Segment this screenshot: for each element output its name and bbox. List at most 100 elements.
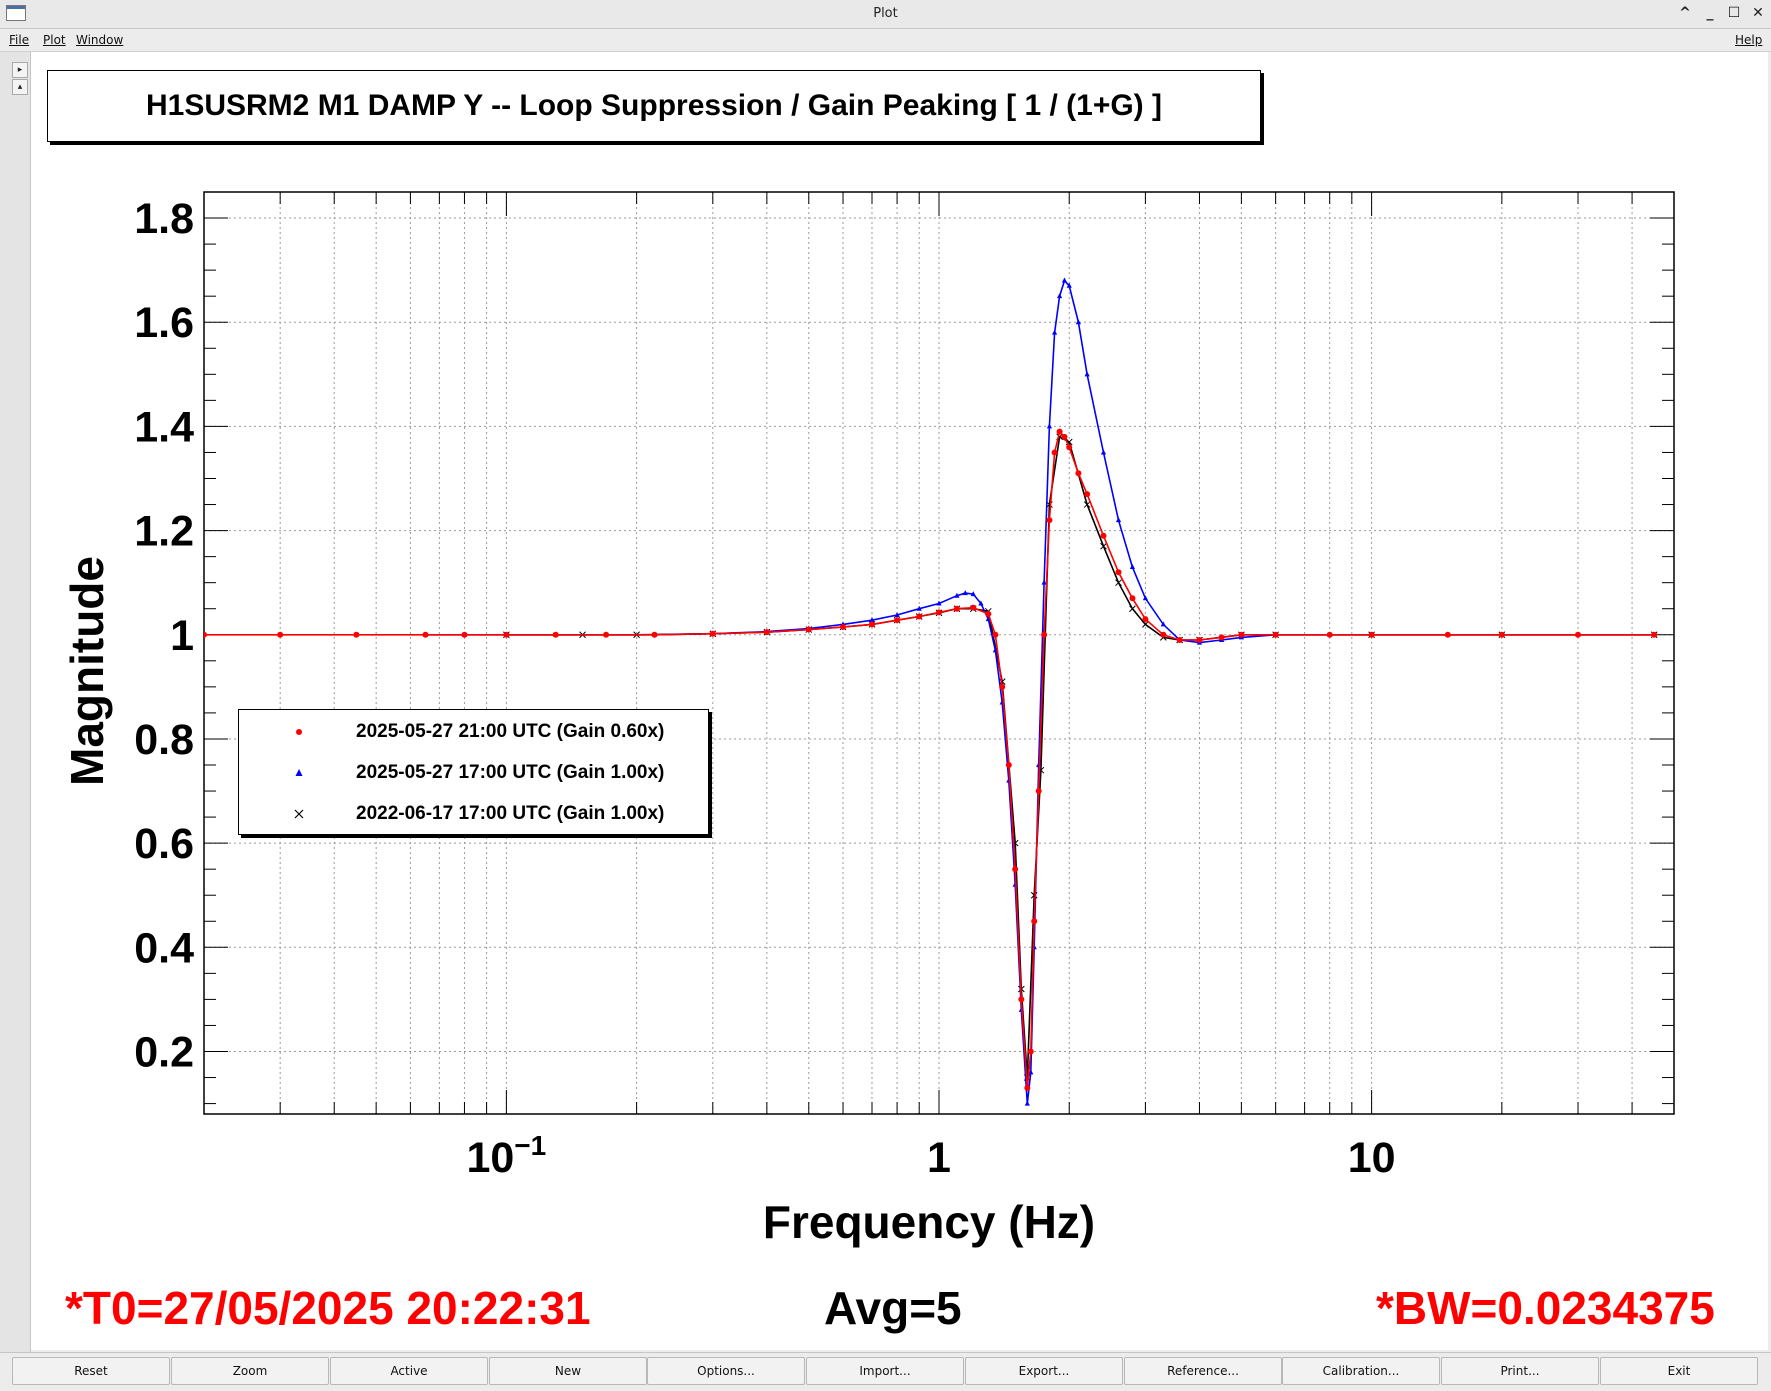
- data-point: [277, 631, 284, 638]
- data-point: [1051, 329, 1058, 335]
- button-bar: Reset Zoom Active New Options... Import.…: [0, 1352, 1771, 1391]
- menu-file[interactable]: File: [9, 33, 30, 47]
- legend-marker-cross-icon: [294, 809, 304, 819]
- options-button[interactable]: Options...: [647, 1357, 805, 1385]
- reference-button[interactable]: Reference...: [1124, 1357, 1282, 1385]
- data-point: [868, 621, 875, 628]
- data-point: [1051, 449, 1058, 456]
- data-point: [894, 611, 900, 617]
- data-point: [763, 629, 770, 636]
- legend-label: 2022-06-17 17:00 UTC (Gain 1.00x): [356, 803, 665, 824]
- data-point: [1056, 428, 1063, 435]
- active-button[interactable]: Active: [330, 1357, 488, 1385]
- plot-title-box: H1SUSRM2 M1 DAMP Y -- Loop Suppression /…: [47, 70, 1261, 142]
- y-tick-label: 1.6: [134, 299, 194, 347]
- data-point: [1075, 470, 1082, 477]
- data-point: [1061, 277, 1068, 283]
- window-icon: [6, 5, 26, 21]
- data-point: [1084, 491, 1091, 498]
- plot-title: H1SUSRM2 M1 DAMP Y -- Loop Suppression /…: [145, 89, 1162, 122]
- data-point: [1129, 564, 1136, 570]
- legend-marker-triangle-icon: [295, 769, 303, 776]
- data-point: [916, 613, 923, 620]
- window-minimize-icon[interactable]: _: [1706, 5, 1714, 21]
- y-tick-label: 1.8: [134, 195, 194, 243]
- reset-button[interactable]: Reset: [12, 1357, 170, 1385]
- legend-entry-black: 2022-06-17 17:00 UTC (Gain 1.00x): [239, 794, 708, 834]
- import-button[interactable]: Import...: [806, 1357, 964, 1385]
- series-line: [425, 279, 1655, 1104]
- window-titlebar: Plot ^ _ ☐ ✕: [0, 0, 1771, 29]
- data-point: [936, 609, 942, 616]
- print-button[interactable]: Print...: [1441, 1357, 1599, 1385]
- y-tick-label: 1.2: [134, 508, 194, 556]
- data-point: [353, 631, 360, 638]
- data-point: [1046, 423, 1053, 429]
- data-point: [1272, 631, 1279, 638]
- data-point: [1100, 542, 1107, 550]
- data-point: [1056, 293, 1063, 299]
- export-button[interactable]: Export...: [965, 1357, 1123, 1385]
- x-axis-title: Frequency (Hz): [763, 1196, 1095, 1248]
- data-point: [1027, 1048, 1034, 1055]
- pad-sidebar: ▸ ▴: [0, 52, 31, 1352]
- data-point: [1035, 788, 1042, 795]
- data-point: [1100, 449, 1107, 455]
- legend[interactable]: 2025-05-27 21:00 UTC (Gain 0.60x) 2025-0…: [238, 709, 709, 835]
- exit-button[interactable]: Exit: [1600, 1357, 1758, 1385]
- legend-entry-blue: 2025-05-27 17:00 UTC (Gain 1.00x): [239, 753, 708, 793]
- data-point: [204, 631, 207, 638]
- zoom-button[interactable]: Zoom: [171, 1357, 329, 1385]
- data-point: [1115, 579, 1122, 587]
- window-close-icon[interactable]: ✕: [1752, 5, 1764, 21]
- data-point: [999, 683, 1006, 690]
- data-point: [1041, 631, 1048, 638]
- window-shade-icon[interactable]: ^: [1679, 5, 1691, 21]
- menu-window[interactable]: Window: [76, 33, 124, 47]
- data-point: [970, 604, 977, 611]
- data-point: [1100, 532, 1107, 539]
- plot-svg[interactable]: 0.2 0.4 0.6 0.8 1 1.2 1.4 1.6 1.8 10−1 1 10 Frequenc…: [31, 52, 1768, 1350]
- y-tick-label: 0.8: [134, 716, 194, 764]
- data-point: [1142, 620, 1149, 628]
- legend-label: 2025-05-27 21:00 UTC (Gain 0.60x): [356, 721, 665, 742]
- y-tick-label: 1.4: [134, 403, 194, 451]
- data-point: [953, 605, 960, 612]
- data-point: [1218, 634, 1225, 641]
- legend-marker-dot-icon: [296, 729, 302, 735]
- data-point: [1115, 569, 1122, 576]
- avg-readout: Avg=5: [824, 1282, 962, 1334]
- y-axis-title: Magnitude: [61, 556, 113, 786]
- data-point: [936, 600, 942, 606]
- data-point: [1012, 866, 1019, 873]
- data-point: [1066, 444, 1073, 451]
- data-point: [1575, 631, 1582, 638]
- y-tick-label: 0.4: [134, 924, 194, 972]
- series-group: [422, 277, 1657, 1106]
- data-point: [1160, 621, 1166, 627]
- collapse-arrow-icon[interactable]: ▴: [12, 79, 28, 95]
- data-point: [840, 623, 847, 630]
- window-maximize-icon[interactable]: ☐: [1727, 5, 1741, 21]
- data-point: [869, 617, 875, 623]
- data-point: [1066, 282, 1072, 288]
- data-point: [1238, 631, 1245, 638]
- data-point: [1176, 636, 1183, 643]
- data-point: [1084, 371, 1090, 377]
- data-point: [1024, 1100, 1030, 1106]
- data-point: [1005, 761, 1012, 768]
- data-point: [1041, 579, 1047, 585]
- data-point: [1018, 996, 1025, 1003]
- plot-canvas[interactable]: 0.2 0.4 0.6 0.8 1 1.2 1.4 1.6 1.8 10−1 1 10 Frequenc…: [31, 52, 1768, 1350]
- data-point: [503, 631, 510, 638]
- data-point: [1160, 631, 1167, 638]
- calibration-button[interactable]: Calibration...: [1282, 1357, 1440, 1385]
- menu-plot[interactable]: Plot: [43, 33, 66, 47]
- data-point: [1129, 595, 1136, 602]
- expand-arrow-icon[interactable]: ▸: [12, 62, 28, 78]
- new-button[interactable]: New: [489, 1357, 647, 1385]
- menu-help[interactable]: Help: [1735, 33, 1763, 47]
- data-point: [1368, 631, 1375, 638]
- data-point: [970, 591, 976, 597]
- x-tick-label: 10: [1348, 1134, 1396, 1182]
